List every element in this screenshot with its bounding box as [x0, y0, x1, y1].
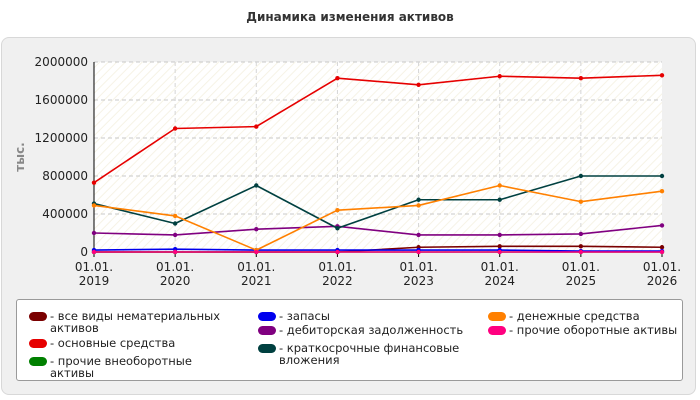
y-axis-title: тыс. [13, 142, 27, 171]
series-point [91, 203, 97, 208]
series-point [497, 197, 502, 202]
series-point [254, 183, 259, 188]
legend-item: - запасы [258, 310, 473, 322]
legend-label: - запасы [279, 309, 330, 323]
series-point [497, 244, 502, 249]
legend-swatch [258, 344, 276, 353]
x-tick-label: 01.01. [562, 260, 600, 274]
x-tick-label: 01.01. [75, 260, 113, 274]
x-tick-label: 01.01. [237, 260, 275, 274]
series-point [254, 124, 259, 129]
series-point [659, 189, 665, 194]
series-line [93, 248, 662, 252]
x-tick-label: 01.01. [156, 260, 194, 274]
y-tick-label: 1200000 [35, 131, 88, 145]
legend-label: - прочие оборотные активы [509, 323, 678, 337]
series-point [335, 226, 340, 231]
x-tick-label-year: 2024 [484, 274, 515, 288]
series-line [93, 74, 663, 184]
plot-area [94, 62, 662, 252]
series-point [335, 75, 340, 81]
series-point [578, 75, 584, 81]
y-tick-label: 800000 [42, 169, 88, 183]
legend-label: - все виды нематериальных активов [50, 309, 221, 335]
x-tick-label-year: 2019 [79, 274, 110, 288]
series-point [659, 173, 665, 179]
series-point [172, 213, 178, 219]
series-point [497, 249, 502, 255]
y-tick-label: 1600000 [35, 93, 88, 107]
legend-swatch [488, 326, 506, 335]
x-tick-label: 01.01. [481, 260, 519, 274]
x-tick-label-year: 2020 [160, 274, 191, 288]
series-line [93, 224, 663, 236]
x-tick-label-year: 2026 [647, 274, 678, 288]
legend-swatch [29, 339, 47, 348]
legend-item: - прочие оборотные активы [488, 324, 678, 336]
legend-item: - краткосрочные финансовые вложения [258, 342, 473, 366]
legend-swatch [29, 357, 47, 366]
x-tick-label-year: 2023 [403, 274, 434, 288]
series-point [416, 203, 421, 208]
x-tick-label: 01.01. [643, 260, 681, 274]
series-point [578, 199, 584, 204]
x-tick-label-year: 2021 [241, 274, 272, 288]
series-point [172, 221, 178, 226]
legend-label: - дебиторская задолженность [279, 323, 464, 337]
series-point [416, 249, 421, 255]
legend-item: - денежные средства [488, 310, 673, 322]
series-point [578, 244, 584, 249]
series-point [659, 223, 665, 228]
chart-legend: - все виды нематериальных активов - основ… [16, 299, 683, 381]
x-tick-label-year: 2022 [322, 274, 353, 288]
legend-swatch [258, 326, 276, 335]
series-point [416, 82, 421, 88]
legend-label: - краткосрочные финансовые вложения [279, 341, 460, 367]
series-point [578, 231, 584, 237]
y-tick-label: 2000000 [35, 55, 88, 69]
series-point [254, 249, 259, 255]
legend-item: - прочие внеоборотные активы [29, 355, 234, 379]
legend-item: - дебиторская задолженность [258, 324, 473, 336]
x-tick-label-year: 2025 [566, 274, 597, 288]
legend-item: - все виды нематериальных активов [29, 310, 234, 334]
legend-item: - основные средства [29, 337, 234, 349]
series-point [335, 208, 340, 213]
series-point [659, 73, 665, 78]
series-point [497, 183, 502, 188]
x-tick-label: 01.01. [318, 260, 356, 274]
chart-title: Динамика изменения активов [246, 10, 454, 24]
x-tick-label: 01.01. [399, 260, 437, 274]
series-point [172, 249, 178, 255]
series-point [91, 249, 97, 255]
series-point [659, 245, 665, 250]
series-line [93, 175, 662, 230]
legend-swatch [488, 312, 506, 321]
series-point [497, 74, 502, 79]
series-point [416, 197, 421, 202]
legend-swatch [29, 312, 47, 321]
series-point [578, 173, 584, 179]
series-point [172, 232, 178, 238]
series-point [254, 227, 259, 232]
series-point [335, 249, 340, 255]
legend-label: - основные средства [50, 336, 176, 350]
legend-label: - прочие внеоборотные активы [50, 354, 192, 380]
series-point [91, 230, 97, 236]
series-point [497, 232, 502, 238]
legend-label: - денежные средства [509, 309, 640, 323]
series-line [93, 184, 663, 251]
series-point [172, 126, 178, 131]
series-point [578, 249, 584, 255]
series-point [91, 180, 97, 185]
y-tick-label: 400000 [42, 207, 88, 221]
y-tick-label: 0 [80, 245, 88, 259]
series-point [416, 232, 421, 238]
legend-swatch [258, 312, 276, 321]
series-point [659, 249, 665, 255]
